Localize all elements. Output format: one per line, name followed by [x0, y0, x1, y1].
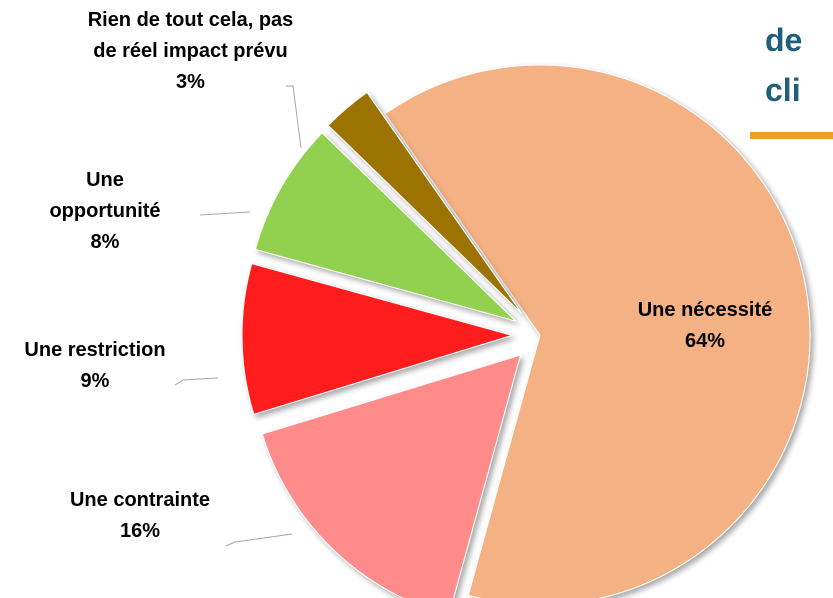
title-line: de — [765, 22, 803, 58]
leader-line — [286, 85, 302, 149]
value-label: 8% — [90, 231, 120, 253]
slices — [241, 64, 811, 598]
slice-label: Une restriction 9% — [20, 335, 170, 397]
leader-line — [199, 211, 251, 216]
pie-slice — [254, 132, 517, 322]
pie-slice — [384, 64, 811, 598]
category-label: Une opportunité — [49, 169, 161, 222]
slice-label: Une contrainte 16% — [60, 485, 220, 547]
pie-slice — [241, 263, 514, 415]
title-underline — [750, 132, 833, 139]
slice-label: Rien de tout cela, pas de réel impact pr… — [78, 5, 303, 98]
pie-slice — [327, 91, 523, 315]
leader-line — [225, 533, 293, 547]
value-label: 9% — [80, 370, 110, 392]
slice-label: Une opportunité 8% — [30, 165, 180, 258]
category-label: Une restriction — [24, 339, 166, 361]
slice-label: Une nécessité 64% — [595, 295, 815, 357]
category-label: Une contrainte — [69, 489, 211, 511]
pie-slice — [261, 354, 522, 598]
value-label: 16% — [119, 520, 161, 542]
leader-line — [174, 377, 219, 386]
leader-lines — [174, 85, 302, 547]
value-label: 64% — [684, 330, 726, 352]
value-label: 3% — [176, 71, 205, 93]
title-line: cli — [765, 72, 801, 108]
category-label: Rien de tout cela, pas de réel impact pr… — [87, 9, 294, 62]
category-label: Une nécessité — [637, 299, 773, 321]
